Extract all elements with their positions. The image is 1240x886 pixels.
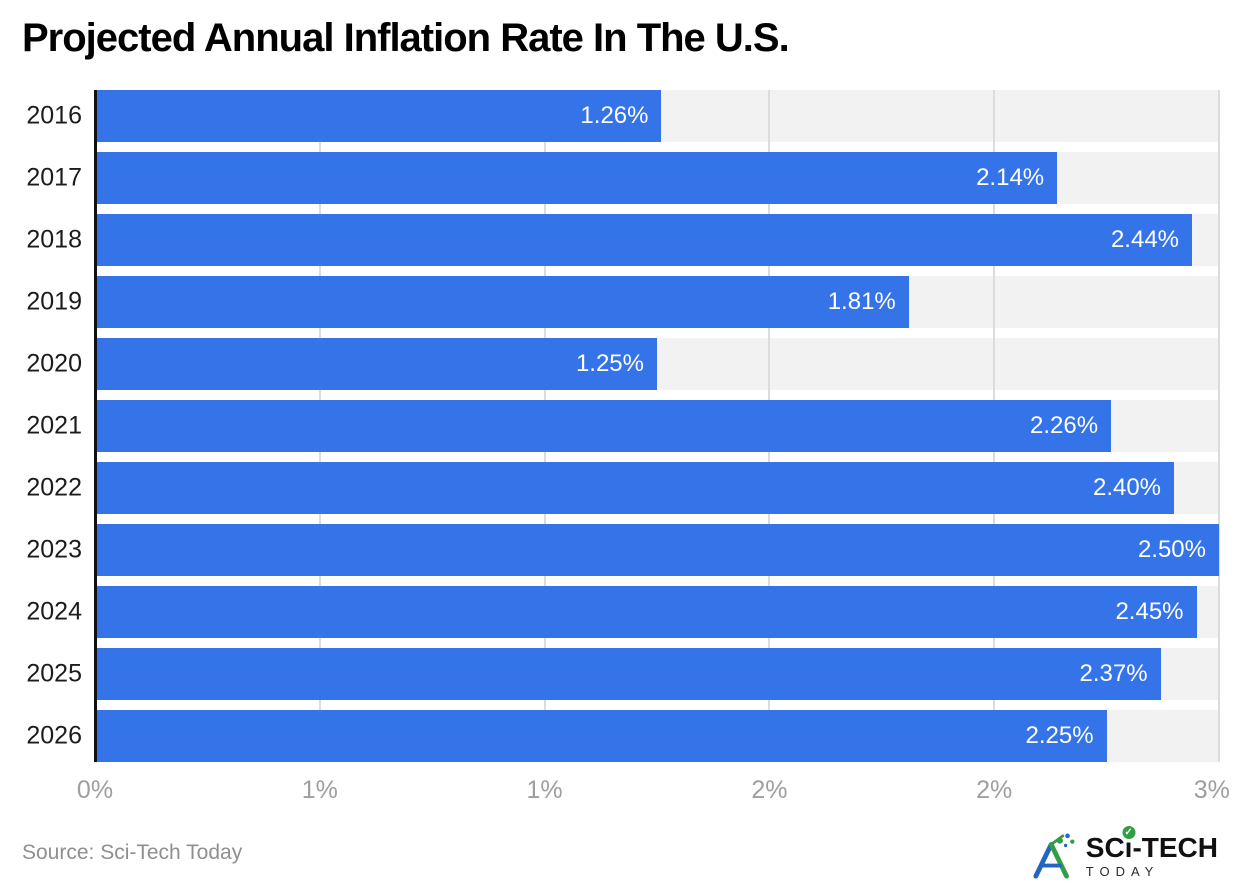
bar-value-label: 1.25% [575, 350, 644, 377]
y-axis-label: 2025 [26, 659, 82, 688]
bar: 2.50% [95, 524, 1219, 576]
bar: 2.25% [95, 710, 1107, 762]
bar-value-label: 1.81% [827, 288, 896, 315]
chart-row: 2023 2.50% [26, 524, 1219, 576]
brand-i-stem: ı [1124, 831, 1133, 863]
brand-prefix: SC [1085, 831, 1125, 863]
chart-row: 2024 2.45% [26, 586, 1219, 638]
x-tick-label: 1% [301, 776, 338, 804]
bar: 2.14% [95, 152, 1058, 204]
x-tick-label: 3% [1193, 776, 1230, 804]
bar-value-label: 2.50% [1137, 536, 1206, 563]
source-text: Source: Sci-Tech Today [22, 841, 243, 864]
scitech-brand-sub: TODAY [1085, 863, 1160, 879]
y-axis-label: 2021 [26, 411, 82, 440]
bar: 1.81% [95, 276, 909, 328]
brand-suffix: -TECH [1132, 831, 1218, 863]
chart-row: 2022 2.40% [26, 462, 1219, 514]
bar-chart: 2016 1.26% 2017 2.14% 2018 2.44% 2019 1.81% 2020… [0, 90, 1230, 804]
scitech-brand: SCı ✓ -TECH [1085, 825, 1218, 863]
y-axis-label: 2019 [26, 287, 82, 316]
y-axis-label: 2020 [26, 349, 82, 378]
bar-value-label: 1.26% [580, 102, 649, 129]
chart-row: 2017 2.14% [26, 152, 1219, 204]
bar: 2.45% [95, 586, 1197, 638]
bar-value-label: 2.14% [976, 164, 1045, 191]
chart-row: 2019 1.81% [26, 276, 1219, 328]
bar-value-label: 2.44% [1110, 226, 1180, 253]
bar-value-label: 2.45% [1115, 598, 1184, 625]
bar: 2.40% [95, 462, 1175, 514]
check-icon: ✓ [1122, 825, 1136, 839]
bar: 1.26% [95, 90, 662, 142]
bar-value-label: 2.26% [1030, 412, 1099, 439]
y-axis-label: 2023 [26, 535, 82, 564]
brand-i: ı ✓ [1122, 825, 1136, 863]
bar: 2.37% [95, 648, 1161, 700]
x-tick-label: 2% [976, 776, 1013, 804]
chart-row: 2020 1.25% [26, 338, 1219, 390]
x-axis: 0% 1% 1% 2% 2% 3% [77, 776, 1230, 810]
y-axis-label: 2016 [26, 101, 82, 130]
bar: 2.26% [95, 400, 1112, 452]
bar: 2.44% [95, 214, 1193, 266]
chart-row: 2018 2.44% [26, 214, 1219, 266]
chart-row: 2021 2.26% [26, 400, 1219, 452]
bar-value-label: 2.25% [1025, 722, 1094, 749]
y-axis-label: 2022 [26, 473, 82, 502]
chart-rows: 2016 1.26% 2017 2.14% 2018 2.44% 2019 1.81% 2020… [26, 90, 1219, 762]
x-tick-label: 0% [76, 776, 114, 804]
scitech-logo: SCı ✓ -TECH TODAY [1031, 825, 1218, 880]
y-axis-label: 2017 [26, 163, 82, 192]
y-axis-line [94, 90, 97, 762]
x-tick-label: 2% [751, 776, 788, 804]
chart-row: 2016 1.26% [26, 90, 1219, 142]
chart-title: Projected Annual Inflation Rate In The U… [22, 16, 790, 60]
chart-row: 2026 2.25% [26, 710, 1219, 762]
scitech-logo-text: SCı ✓ -TECH TODAY [1085, 825, 1218, 879]
scitech-logo-icon [1033, 833, 1075, 879]
x-tick-label: 1% [526, 776, 563, 804]
chart-row: 2025 2.37% [26, 648, 1219, 700]
y-axis-label: 2018 [26, 225, 82, 254]
y-axis-label: 2026 [26, 721, 82, 750]
bar-value-label: 2.40% [1092, 474, 1162, 501]
bar: 1.25% [95, 338, 657, 390]
y-axis-label: 2024 [26, 597, 82, 626]
bar-value-label: 2.37% [1079, 660, 1148, 687]
